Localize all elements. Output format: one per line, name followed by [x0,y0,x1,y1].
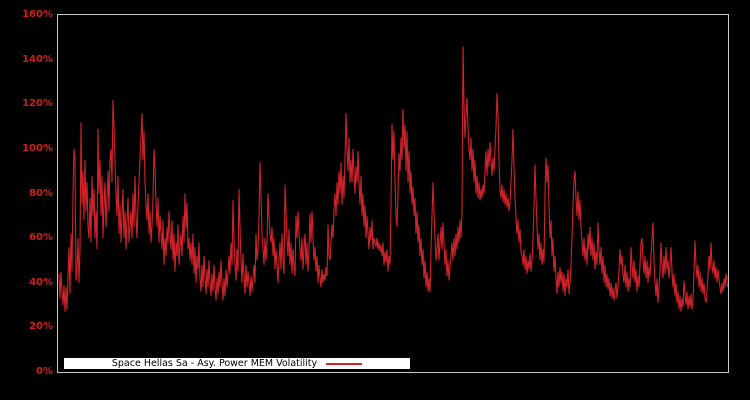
volatility-line [58,46,728,312]
volatility-line-path [58,46,728,312]
plot-area [57,14,729,373]
legend-line-icon [326,362,363,365]
y-axis-label: 40% [29,276,53,288]
y-axis-label: 160% [22,9,53,20]
y-axis-label: 80% [29,187,53,199]
y-axis-label: 20% [29,321,53,333]
y-axis-label: 120% [22,98,53,110]
y-axis-label: 140% [22,53,53,65]
y-axis: 0% 20% 40% 60% 80% 100% 120% 140% 160% [0,0,53,400]
legend: Space Hellas Sa - Asy. Power MEM Volatil… [64,358,410,369]
y-axis-label: 60% [29,232,53,244]
legend-label: Space Hellas Sa - Asy. Power MEM Volatil… [111,358,318,369]
y-axis-label: 0% [36,366,53,377]
y-axis-label: 100% [22,142,53,154]
